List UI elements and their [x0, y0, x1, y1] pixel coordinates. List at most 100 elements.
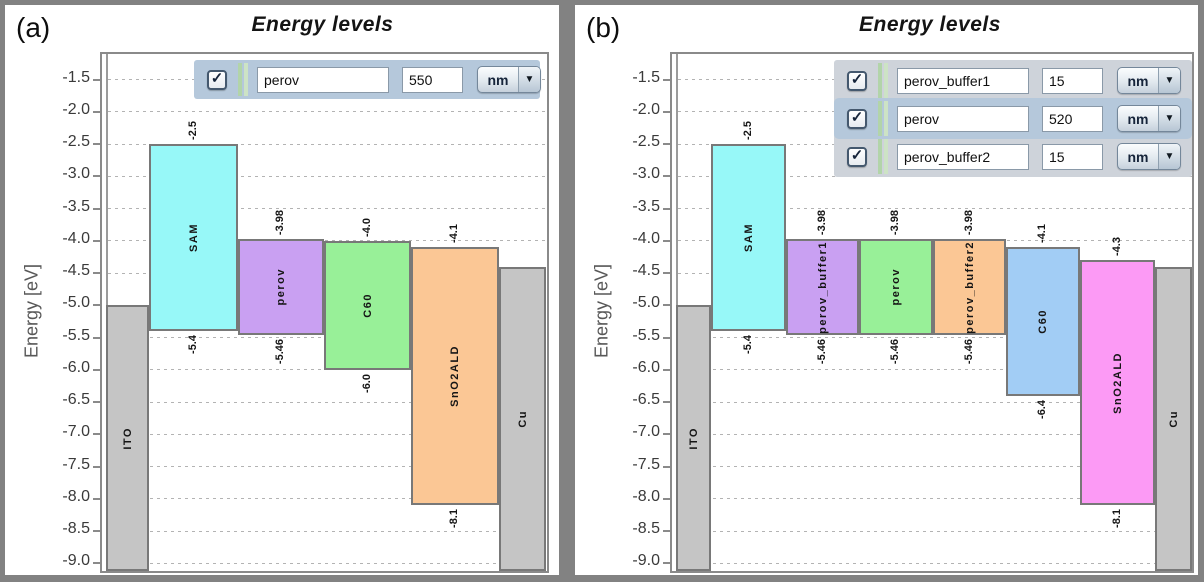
y-tick-label: -7.5 — [632, 455, 660, 473]
gridline — [108, 433, 547, 435]
panel-label: (b) — [586, 12, 621, 43]
chevron-down-icon: ▼ — [518, 67, 540, 92]
tick-mark — [93, 433, 100, 436]
layer-bar-Cu: Cu — [1155, 266, 1192, 571]
layer-enabled-checkbox[interactable]: ✓ — [847, 108, 867, 129]
y-tick-label: -2.5 — [62, 133, 90, 150]
layer-name-label: Cu — [1167, 409, 1180, 428]
gridline — [678, 466, 1192, 467]
energy-value-label: -2.5 — [741, 121, 754, 140]
chart-title: Energy levels — [859, 13, 1001, 36]
unit-dropdown-value: nm — [487, 71, 509, 88]
y-tick-label: -4.0 — [632, 229, 660, 247]
layer-bar-Cu: Cu — [499, 266, 546, 571]
drag-handle-icon[interactable] — [238, 63, 249, 96]
layer-name-label: SAM — [742, 223, 755, 252]
unit-dropdown-value: nm — [1127, 72, 1149, 89]
tick-mark — [663, 207, 670, 210]
layer-name-input[interactable] — [897, 67, 1029, 94]
drag-handle-icon[interactable] — [878, 139, 889, 174]
unit-dropdown[interactable]: nm ▼ — [477, 66, 541, 93]
layer-name-label: SAM — [187, 223, 200, 252]
tick-mark — [93, 207, 100, 210]
energy-value-label: -4.1 — [1036, 224, 1048, 244]
layer-name-input[interactable] — [897, 105, 1029, 132]
tick-mark — [663, 272, 670, 274]
layer-name-input[interactable] — [897, 143, 1029, 170]
chevron-down-icon: ▼ — [1158, 106, 1180, 131]
gridline — [108, 143, 547, 145]
layer-thickness-input[interactable] — [1042, 67, 1103, 94]
tick-mark — [663, 368, 670, 371]
layer-bar-perov: perov — [859, 239, 933, 335]
energy-value-label: -5.46 — [815, 338, 828, 364]
tick-mark — [663, 336, 670, 339]
gridline — [108, 208, 547, 209]
tick-mark — [663, 175, 670, 178]
tick-mark — [93, 110, 100, 113]
gridline — [108, 401, 547, 403]
gridline — [678, 530, 1192, 532]
tick-mark — [93, 239, 100, 242]
energy-value-label: -5.46 — [889, 338, 901, 364]
gridline — [678, 498, 1192, 500]
layer-name-label: SnO2ALD — [1111, 351, 1124, 414]
y-tick-label: -8.0 — [62, 487, 90, 505]
energy-value-label: -8.1 — [448, 509, 460, 529]
layer-thickness-input[interactable] — [1042, 143, 1103, 170]
y-tick-label: -7.5 — [62, 455, 90, 473]
gridline — [678, 208, 1192, 209]
layer-bar-perov: perov — [238, 239, 324, 335]
layer-row: ✓ nm ▼ — [197, 63, 541, 96]
y-tick-label: -4.0 — [62, 229, 90, 247]
layer-row: ✓ nm ▼ — [837, 63, 1189, 98]
y-tick-label: -5.5 — [62, 326, 90, 344]
layer-row: ✓ nm ▼ — [837, 139, 1189, 174]
gridline — [108, 175, 547, 177]
drag-handle-icon[interactable] — [878, 101, 889, 136]
layer-controls: ✓ nm ▼ ✓ nm ▼ ✓ nm ▼ — [834, 60, 1192, 177]
layer-name-label: perov — [890, 268, 902, 306]
drag-handle-icon[interactable] — [878, 63, 889, 98]
layer-enabled-checkbox[interactable]: ✓ — [847, 146, 867, 167]
chart-title: Energy levels — [251, 13, 394, 36]
unit-dropdown[interactable]: nm ▼ — [1117, 67, 1181, 94]
layer-thickness-input[interactable] — [402, 66, 463, 93]
y-tick-label: -3.5 — [632, 197, 660, 215]
gridline — [108, 369, 547, 371]
y-tick-label: -3.0 — [632, 165, 660, 183]
tick-mark — [663, 465, 670, 468]
tick-mark — [93, 78, 100, 81]
y-tick-label: -7.0 — [632, 423, 660, 441]
layer-enabled-checkbox[interactable]: ✓ — [847, 70, 867, 91]
check-icon: ✓ — [850, 146, 864, 164]
energy-value-label: -2.5 — [186, 121, 199, 140]
layer-enabled-checkbox[interactable]: ✓ — [207, 69, 227, 90]
tick-mark — [93, 401, 100, 403]
layer-controls: ✓ nm ▼ — [194, 60, 541, 99]
tick-mark — [663, 110, 670, 113]
tick-mark — [93, 304, 100, 307]
unit-dropdown[interactable]: nm ▼ — [1117, 105, 1181, 132]
tick-mark — [93, 368, 100, 371]
energy-value-label: -6.0 — [360, 373, 373, 393]
tick-mark — [93, 336, 100, 339]
layer-name-label: perov_buffer1 — [816, 240, 829, 334]
layer-thickness-input[interactable] — [1042, 105, 1103, 132]
energy-value-label: -3.98 — [274, 210, 286, 236]
energy-levels-plot: ITO SAM -2.5 -5.4 perov -3.98 -5.46 C60 -4.0 -6.0… — [93, 52, 549, 573]
layer-bar-ITO: ITO — [676, 305, 711, 571]
tick-mark — [663, 562, 670, 565]
panel-label: (a) — [16, 12, 51, 43]
layer-bar-SAM: SAM — [711, 144, 786, 332]
layer-bar-SnO2ALD: SnO2ALD — [411, 247, 499, 506]
energy-value-label: -5.4 — [186, 335, 199, 355]
y-tick-label: -3.0 — [62, 165, 90, 183]
layer-name-input[interactable] — [257, 66, 389, 93]
gridline — [108, 111, 547, 113]
gridline — [678, 562, 1192, 564]
energy-value-label: -5.4 — [741, 335, 754, 355]
layer-bar-C60: C60 — [324, 240, 411, 370]
unit-dropdown[interactable]: nm ▼ — [1117, 143, 1181, 170]
gridline — [108, 498, 547, 500]
